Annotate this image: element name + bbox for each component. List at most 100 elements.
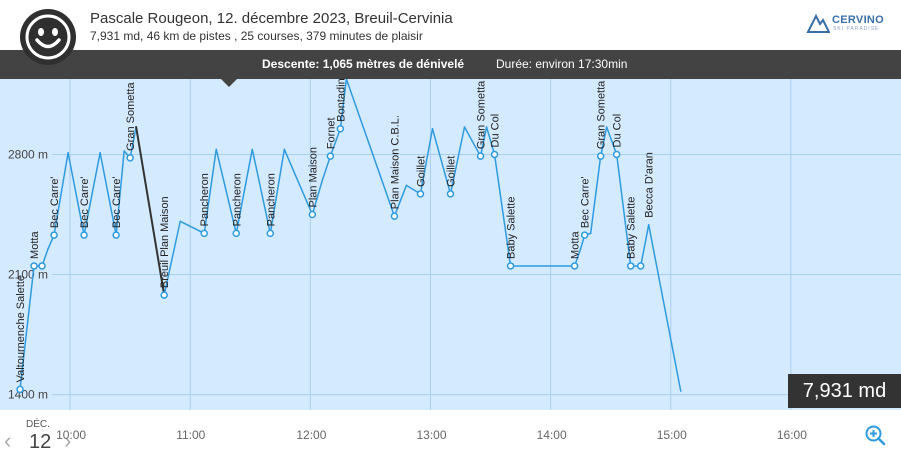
elevation-segment — [135, 126, 166, 297]
lift-point — [636, 262, 645, 270]
lift-label: Gran Sometta — [476, 80, 488, 149]
logo-text: CERVINO — [832, 14, 885, 26]
elevation-segment — [83, 151, 101, 236]
lift-label: Baby Salette — [506, 197, 518, 259]
time-tick-label: 11:00 — [176, 428, 206, 442]
lift-label: Plan Maison C.B.L. — [389, 115, 401, 209]
elevation-segment — [393, 184, 408, 217]
time-tick-label: 10:00 — [56, 428, 87, 442]
lift-point — [326, 152, 335, 160]
time-tick-label: 15:00 — [656, 428, 687, 442]
date-month: DÉC. — [26, 419, 50, 430]
elevation-segment — [589, 155, 602, 235]
y-tick-label: 1400 m — [8, 388, 48, 402]
lift-point — [160, 291, 168, 299]
lift-label: Gran Sometta — [596, 80, 608, 149]
lift-label: Pancheron — [231, 173, 243, 226]
elevation-chart[interactable]: 1400 m 2100 m 2800 m Valtournenche Salette M… — [0, 79, 901, 410]
stats-line: 7,931 md, 46 km de pistes , 25 courses, … — [90, 29, 423, 43]
lift-point — [390, 212, 399, 220]
lift-point — [490, 150, 499, 159]
lift-label: Bec Carre' — [79, 176, 91, 228]
elevation-segment — [163, 220, 181, 296]
lift-point — [416, 190, 425, 198]
zoom-in-icon[interactable] — [864, 424, 886, 446]
lift-point — [336, 124, 345, 133]
elevation-segment — [615, 153, 632, 267]
elevation-segment — [251, 148, 272, 235]
time-tick-label: 13:00 — [416, 428, 447, 442]
lift-label: Bec Carre' — [49, 176, 61, 228]
lift-point — [38, 262, 46, 270]
pointer-triangle — [221, 79, 237, 87]
elevation-segment — [449, 126, 466, 195]
elevation-segment — [53, 151, 69, 236]
elevation-segment — [639, 224, 650, 267]
lift-point — [30, 262, 38, 270]
elevation-segment — [203, 148, 217, 235]
lift-label: Baby Salette — [626, 197, 638, 259]
duration-label: Durée: environ 17:30min — [496, 57, 628, 71]
lift-point — [626, 262, 635, 270]
elevation-segment — [493, 153, 512, 267]
elevation-segment — [345, 79, 396, 217]
elevation-segment — [269, 148, 286, 235]
elevation-segment — [235, 148, 254, 235]
elevation-segment — [647, 224, 682, 392]
lift-label: Plan Maison — [307, 147, 319, 208]
lift-label: Goillet — [415, 156, 427, 187]
lift-point — [80, 231, 88, 239]
elevation-segment — [215, 148, 238, 235]
time-tick-label: 12:00 — [296, 428, 327, 442]
timeline-bar: ‹ DÉC. 12 › 10:00 11:00 12:00 13:00 14:00 15:… — [0, 410, 901, 467]
lift-point — [308, 210, 317, 219]
cervino-logo[interactable]: CERVINO SKI PARADISE — [806, 12, 892, 34]
lift-point — [596, 152, 605, 160]
chevron-right-icon[interactable]: › — [64, 428, 72, 453]
lift-point — [570, 262, 579, 270]
elevation-segment — [99, 151, 117, 236]
lift-point — [232, 229, 241, 238]
y-tick-label: 2100 m — [8, 268, 48, 282]
elevation-segment — [419, 127, 434, 195]
descent-info-bar: Descente: 1,065 mètres de dénivelé Durée… — [0, 50, 901, 79]
elevation-segment — [485, 126, 496, 156]
lift-label: Pancheron — [199, 173, 211, 226]
lift-label: Bec Carre' — [580, 176, 592, 228]
lift-label: Pancheron — [265, 173, 277, 226]
total-vertical-badge: 7,931 md — [788, 374, 901, 408]
elevation-segment — [463, 126, 482, 157]
lift-label: Motta — [29, 231, 41, 259]
lift-point — [126, 154, 134, 162]
elevation-segment — [605, 126, 618, 156]
lift-label: Goillet — [446, 156, 458, 187]
time-tick-label: 14:00 — [536, 428, 567, 442]
logo-subtitle: SKI PARADISE — [833, 26, 880, 32]
lift-point — [580, 231, 589, 239]
elevation-segment — [283, 148, 314, 216]
elevation-segment — [67, 151, 85, 236]
lift-label: Bontadini — [335, 79, 347, 122]
lift-point — [16, 385, 24, 394]
lift-label: Du Col — [490, 114, 502, 148]
y-tick-label: 2800 m — [8, 147, 48, 161]
chart-background — [0, 79, 901, 410]
lift-label: Fornet — [325, 117, 337, 149]
elevation-segment — [339, 79, 348, 130]
chevron-left-icon[interactable]: ‹ — [4, 428, 12, 453]
elevation-segment — [115, 150, 125, 236]
smiley-face-icon[interactable] — [20, 9, 76, 65]
lift-point — [506, 262, 515, 270]
elevation-segment — [329, 127, 342, 157]
lift-point — [476, 152, 485, 160]
elevation-segment — [479, 126, 488, 157]
lift-point — [50, 231, 58, 239]
lift-point — [200, 229, 208, 238]
lift-point — [612, 150, 621, 159]
time-tick-label: 16:00 — [776, 428, 807, 442]
lift-point — [112, 231, 120, 239]
lift-label: Gran Sometta — [125, 82, 137, 151]
lift-point — [446, 190, 455, 198]
lift-label: Du Col — [612, 114, 624, 148]
header: Pascale Rougeon, 12. décembre 2023, Breu… — [0, 0, 901, 65]
